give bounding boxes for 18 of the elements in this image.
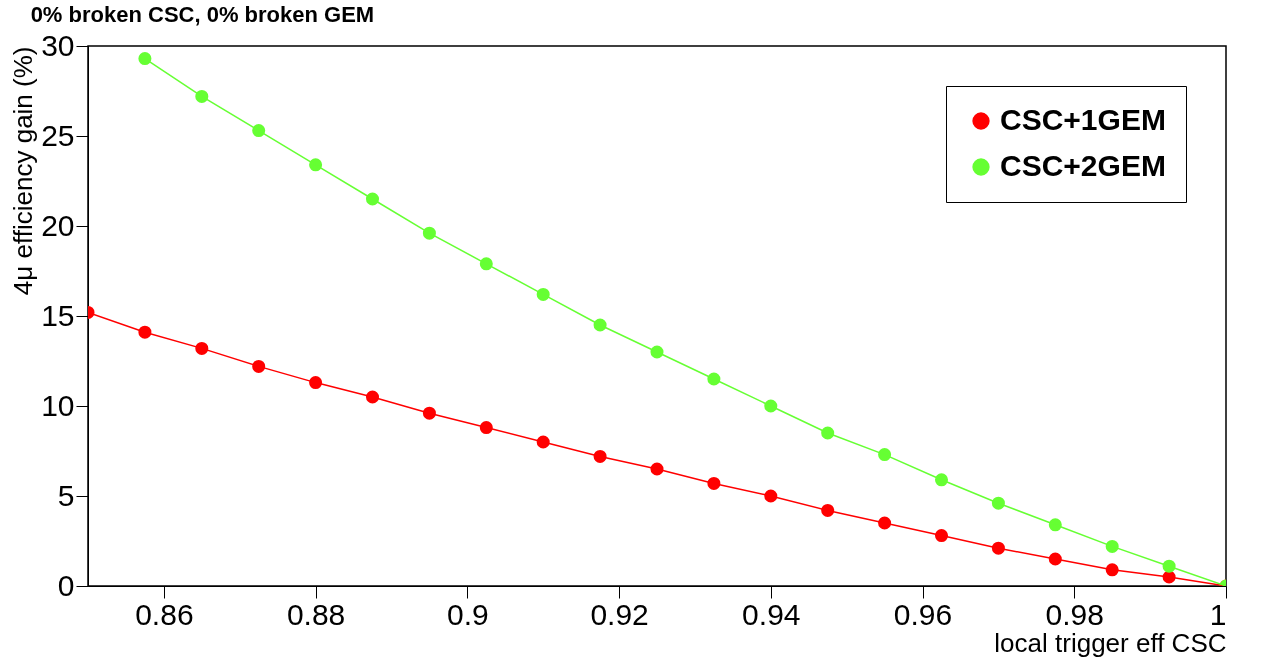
y-tick-label: 25 (41, 118, 75, 152)
legend-label: CSC+2GEM (1000, 149, 1166, 182)
x-tick-label: 0.88 (286, 597, 346, 631)
x-tick-label: 0.96 (893, 597, 953, 631)
y-tick-label: 0 (57, 568, 75, 602)
x-tick-label: 0.9 (446, 597, 489, 631)
y-tick-label: 20 (41, 208, 75, 242)
chart-title: 0% broken CSC, 0% broken GEM (30, 2, 375, 27)
y-tick-label: 30 (41, 28, 75, 62)
y-tick-label: 15 (41, 298, 75, 332)
x-tick-label: 0.94 (742, 597, 801, 631)
x-tick-label: 0.86 (135, 597, 194, 631)
y-tick-label: 5 (57, 478, 75, 512)
legend-label: CSC+1GEM (1000, 103, 1166, 136)
y-tick-label: 10 (41, 388, 75, 422)
x-tick-label: 0.92 (590, 597, 649, 631)
point (138, 52, 152, 66)
y-axis-title: 4μ efficiency gain (%) (8, 46, 39, 296)
